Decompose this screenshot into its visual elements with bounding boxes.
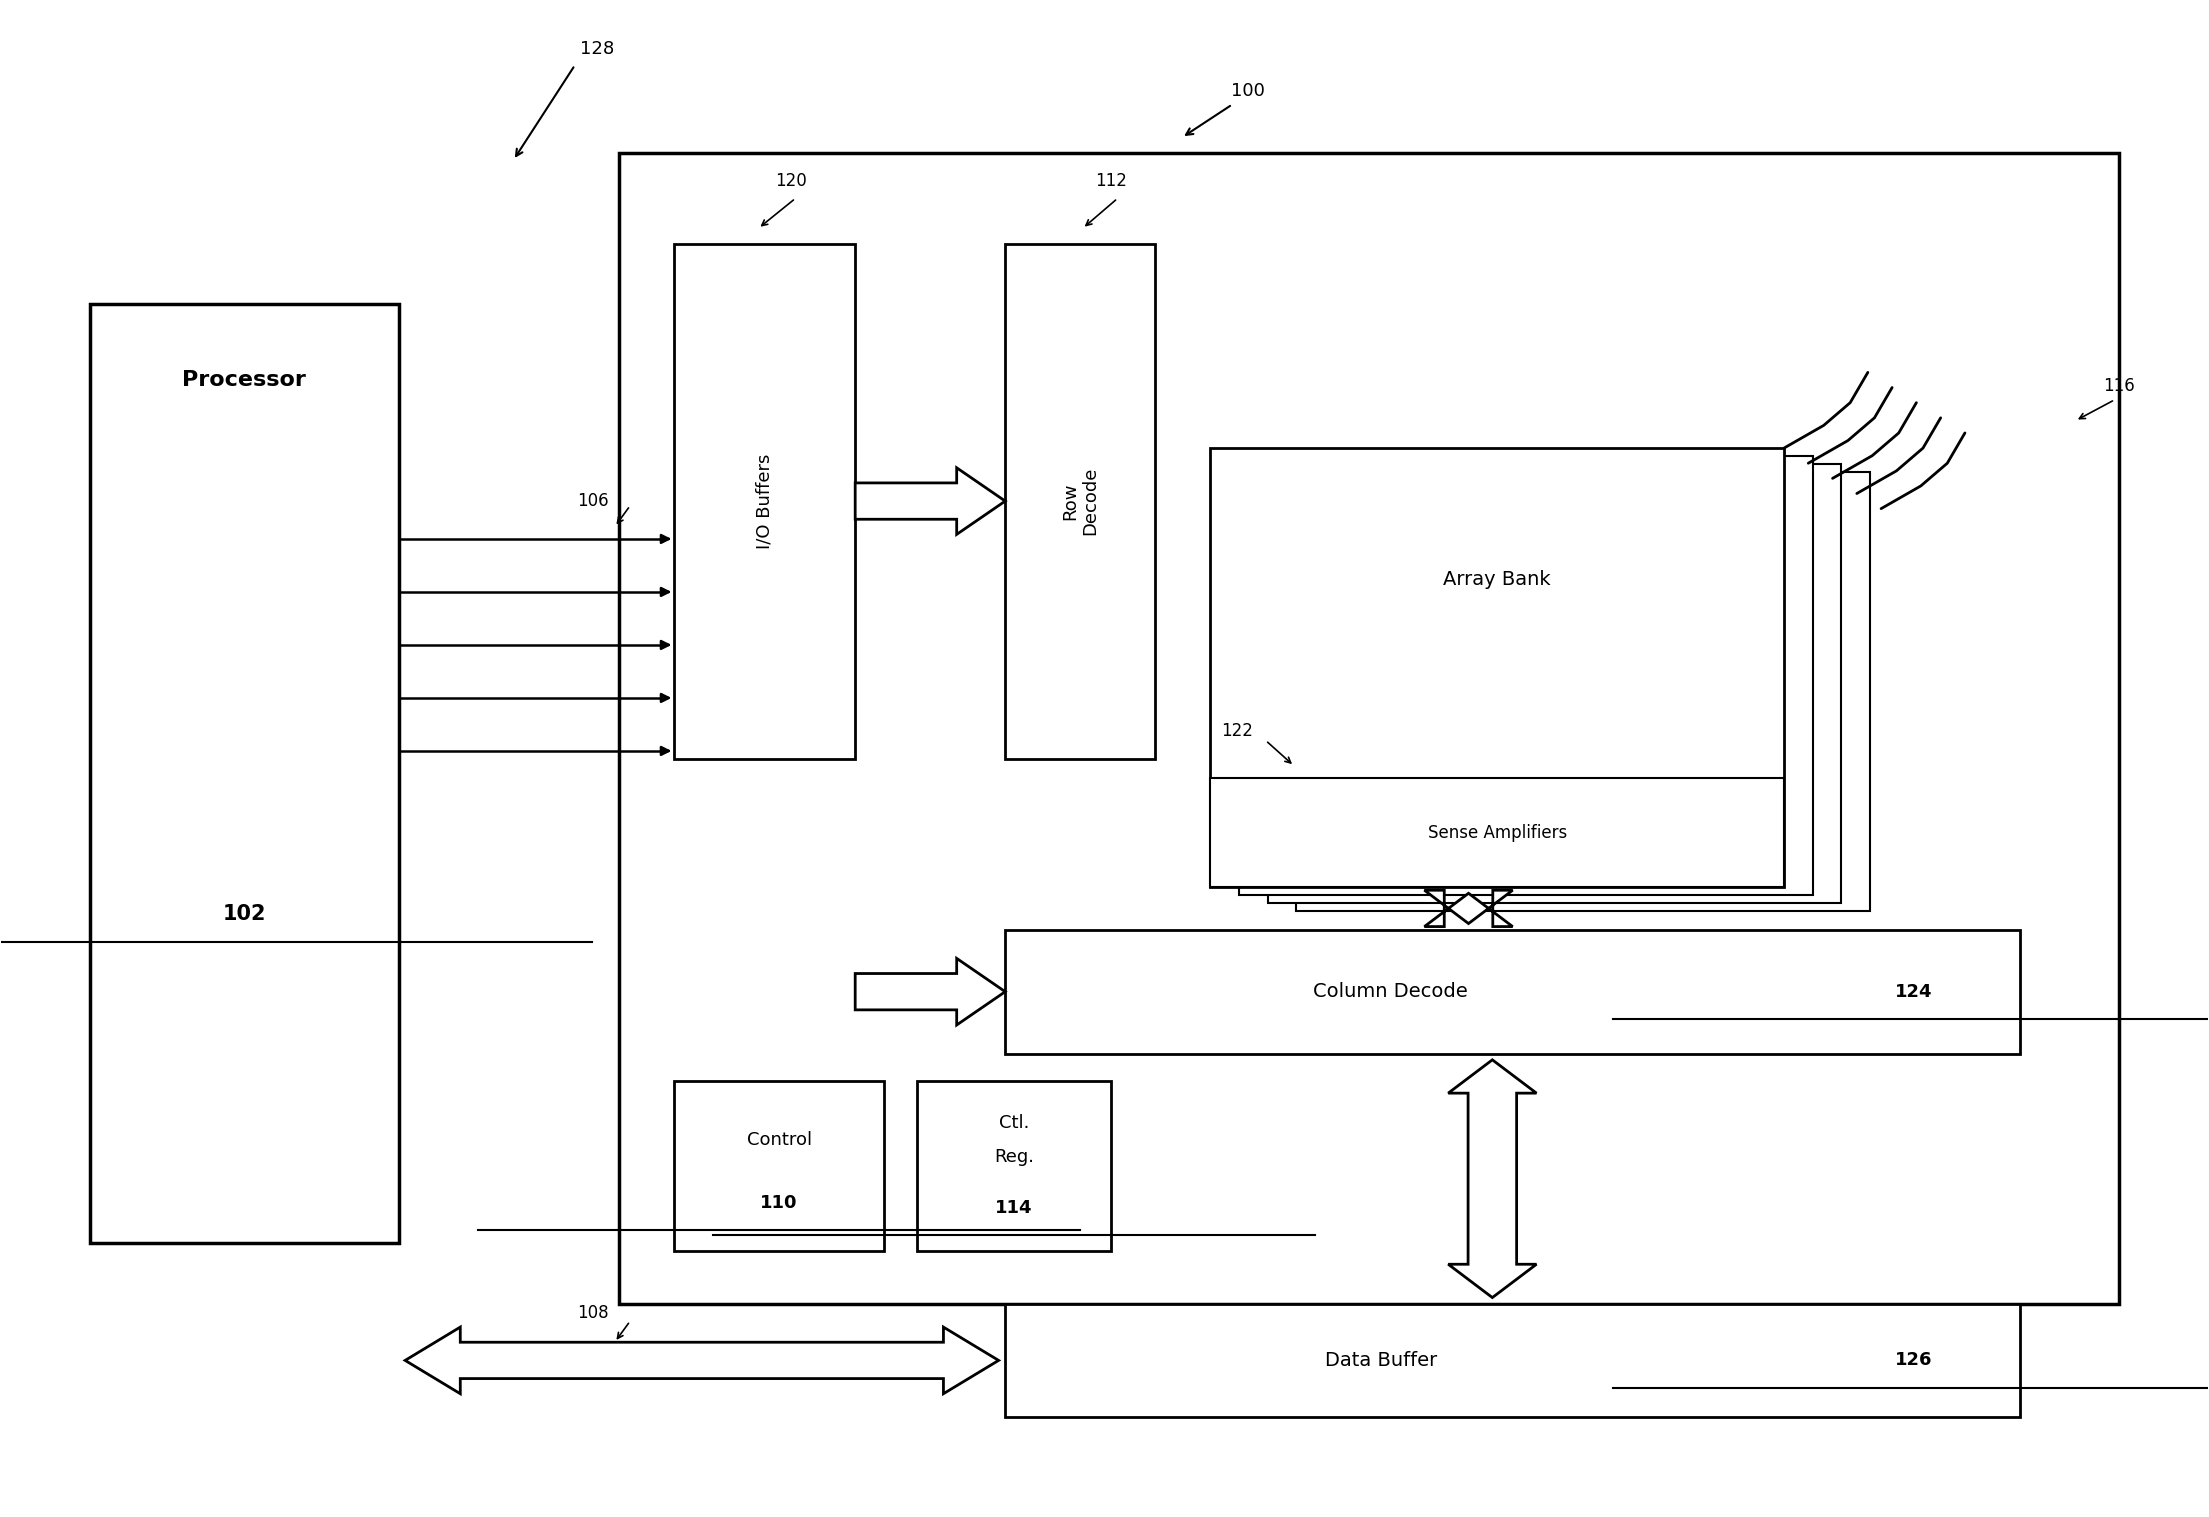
Text: Column Decode: Column Decode <box>1314 981 1469 1001</box>
Text: I/O Buffers: I/O Buffers <box>755 454 773 549</box>
FancyBboxPatch shape <box>1297 472 1871 910</box>
Polygon shape <box>855 959 1005 1025</box>
Text: Ctl.: Ctl. <box>998 1115 1029 1132</box>
Text: 114: 114 <box>996 1200 1034 1217</box>
Polygon shape <box>404 1327 998 1394</box>
Text: Row
Decode: Row Decode <box>1060 467 1100 536</box>
Polygon shape <box>855 467 1005 534</box>
Text: Control: Control <box>747 1132 811 1150</box>
Text: 122: 122 <box>1222 722 1253 740</box>
Text: 100: 100 <box>1230 82 1266 100</box>
FancyBboxPatch shape <box>1005 244 1155 758</box>
Text: 120: 120 <box>775 171 806 190</box>
FancyBboxPatch shape <box>1239 457 1814 895</box>
Text: 126: 126 <box>1895 1352 1933 1370</box>
Polygon shape <box>1449 1060 1537 1297</box>
Text: Sense Amplifiers: Sense Amplifiers <box>1427 824 1566 842</box>
FancyBboxPatch shape <box>1211 448 1785 887</box>
Text: 128: 128 <box>581 41 614 58</box>
FancyBboxPatch shape <box>91 305 398 1242</box>
FancyBboxPatch shape <box>1005 1303 2019 1417</box>
Text: Reg.: Reg. <box>994 1148 1034 1167</box>
Polygon shape <box>1425 890 1513 927</box>
Text: 116: 116 <box>2103 376 2136 394</box>
Text: Array Bank: Array Bank <box>1442 570 1551 589</box>
Text: 110: 110 <box>760 1194 797 1212</box>
Text: 112: 112 <box>1096 171 1127 190</box>
FancyBboxPatch shape <box>1005 930 2019 1054</box>
FancyBboxPatch shape <box>674 1082 884 1250</box>
Text: 106: 106 <box>577 492 607 510</box>
FancyBboxPatch shape <box>619 153 2118 1303</box>
FancyBboxPatch shape <box>1211 778 1785 887</box>
Text: 124: 124 <box>1895 983 1933 1001</box>
FancyBboxPatch shape <box>917 1082 1111 1250</box>
Text: Data Buffer: Data Buffer <box>1325 1352 1436 1370</box>
Text: 102: 102 <box>223 904 265 924</box>
FancyBboxPatch shape <box>674 244 855 758</box>
FancyBboxPatch shape <box>1268 464 1842 903</box>
Text: Processor: Processor <box>181 370 307 390</box>
Text: 108: 108 <box>577 1305 607 1321</box>
